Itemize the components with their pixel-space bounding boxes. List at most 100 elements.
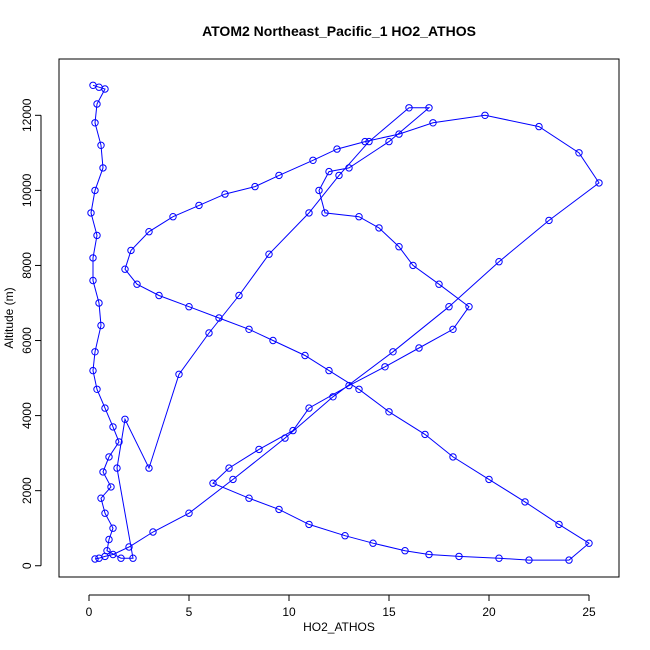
data-point <box>109 524 117 532</box>
data-point <box>129 554 137 562</box>
data-point <box>345 381 353 390</box>
data-point <box>325 366 333 375</box>
y-tick-label: 0 <box>20 562 34 569</box>
data-point <box>275 505 283 514</box>
data-point <box>435 280 443 288</box>
data-point <box>355 385 363 393</box>
x-tick-label: 10 <box>282 605 296 619</box>
data-point <box>595 179 603 187</box>
data-point <box>301 351 309 360</box>
data-point <box>95 299 103 307</box>
series-line-0 <box>90 84 600 561</box>
data-point <box>113 464 121 472</box>
data-point <box>101 404 109 412</box>
data-point <box>205 329 213 337</box>
data-point <box>107 483 115 491</box>
data-point <box>209 479 217 487</box>
data-point <box>91 348 99 356</box>
data-point <box>87 209 95 217</box>
data-point <box>169 213 177 221</box>
y-axis: 0 2000 4000 6000 8000 10000 12000 <box>20 98 42 569</box>
data-point <box>425 104 433 112</box>
data-point <box>185 509 193 517</box>
data-point <box>309 156 317 165</box>
data-point <box>449 325 457 333</box>
data-point <box>245 494 253 502</box>
y-tick-label: 6000 <box>20 327 34 354</box>
data-point <box>415 344 423 352</box>
data-point <box>245 325 253 333</box>
data-point <box>225 464 233 472</box>
data-point <box>275 171 283 180</box>
data-point <box>521 498 529 506</box>
data-point <box>525 556 533 564</box>
data-point <box>289 426 297 435</box>
x-tick-label: 0 <box>86 605 93 619</box>
data-point <box>321 209 329 217</box>
data-point <box>329 393 337 401</box>
x-tick-label: 5 <box>186 605 193 619</box>
data-point <box>425 550 433 559</box>
data-point <box>155 291 163 300</box>
data-point <box>145 464 153 472</box>
data-point <box>99 468 107 476</box>
data-point <box>235 291 243 300</box>
data-point <box>97 141 105 150</box>
data-point <box>117 554 125 562</box>
data-point <box>125 543 133 551</box>
data-point <box>133 280 141 288</box>
y-axis-label: Altitude (m) <box>2 287 16 348</box>
data-point <box>99 164 107 172</box>
data-point <box>251 182 259 191</box>
x-tick-label: 25 <box>582 605 596 619</box>
data-point <box>105 453 113 461</box>
data-point <box>395 243 403 251</box>
data-point <box>221 190 229 198</box>
data-point <box>429 119 437 127</box>
data-point <box>421 430 429 439</box>
data-point <box>305 404 313 412</box>
data-point <box>101 509 109 517</box>
data-point <box>269 336 277 345</box>
data-point <box>315 186 323 195</box>
data-point <box>105 535 113 544</box>
data-point <box>325 167 333 176</box>
data-point <box>89 366 97 375</box>
data-point <box>97 321 105 330</box>
data-point <box>93 385 101 393</box>
data-point <box>145 228 153 236</box>
data-point <box>485 475 493 484</box>
data-point <box>305 209 313 217</box>
data-point <box>545 216 553 225</box>
data-point <box>395 130 403 138</box>
data-point <box>465 303 473 311</box>
data-point <box>455 552 463 561</box>
data-point <box>385 408 393 416</box>
y-tick-label: 10000 <box>20 173 34 207</box>
x-tick-label: 20 <box>482 605 496 619</box>
data-point <box>281 434 289 442</box>
data-point <box>115 438 123 446</box>
data-point <box>335 171 343 180</box>
data-point <box>89 276 97 285</box>
data-point <box>91 119 99 127</box>
data-point <box>175 370 183 378</box>
data-point <box>91 555 99 563</box>
data-point <box>345 164 353 172</box>
plot-frame <box>58 58 620 578</box>
plot-area <box>87 81 603 564</box>
data-point <box>255 445 263 454</box>
data-point <box>305 520 313 529</box>
data-point <box>449 453 457 461</box>
data-point <box>389 348 397 356</box>
data-point <box>185 303 193 311</box>
data-point <box>89 254 97 262</box>
data-point <box>481 111 489 120</box>
data-point <box>535 122 543 131</box>
data-point <box>121 415 129 423</box>
data-point <box>215 314 223 322</box>
data-point <box>333 145 341 153</box>
data-point <box>127 246 135 255</box>
